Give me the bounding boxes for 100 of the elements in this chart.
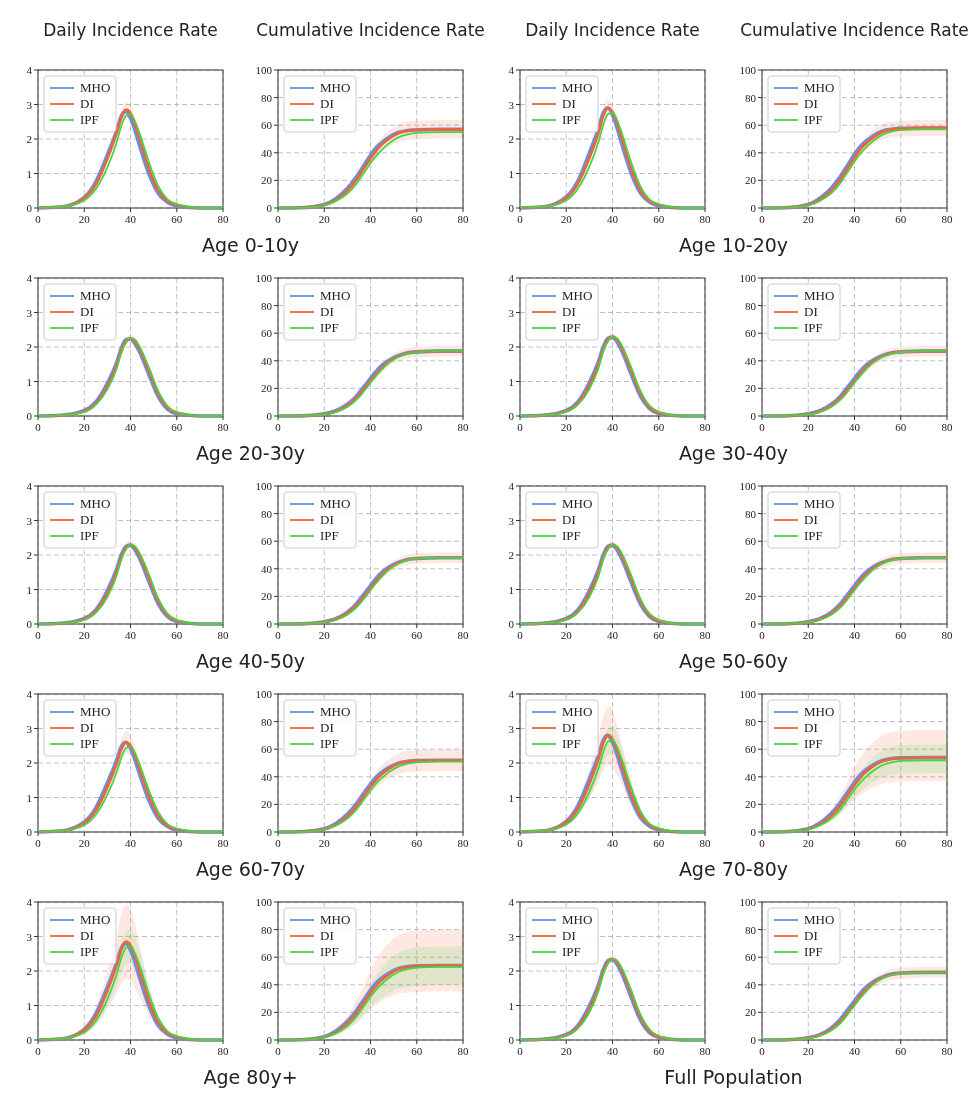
legend-label: MHO (320, 496, 351, 511)
y-tick-label: 100 (739, 896, 757, 908)
y-tick-label: 3 (508, 930, 515, 943)
x-tick-label: 40 (125, 629, 137, 641)
legend-label: DI (562, 96, 576, 111)
x-tick-label: 60 (411, 629, 423, 641)
y-tick-label: 0 (750, 1034, 757, 1046)
x-tick-label: 40 (849, 421, 861, 433)
y-tick-label: 80 (745, 715, 757, 728)
x-tick-label: 40 (849, 1045, 861, 1057)
legend-label: IPF (80, 736, 99, 751)
y-tick-label: 100 (739, 272, 757, 284)
y-tick-label: 40 (261, 562, 273, 575)
y-tick-label: 4 (26, 480, 33, 492)
x-tick-label: 40 (125, 837, 137, 849)
x-tick-label: 0 (517, 1045, 524, 1057)
y-tick-label: 3 (26, 98, 33, 111)
y-tick-label: 0 (266, 618, 273, 630)
x-tick-label: 80 (699, 421, 711, 433)
x-tick-label: 0 (275, 213, 282, 225)
y-tick-label: 2 (508, 341, 514, 353)
text: Age 0-10y (201, 234, 300, 256)
legend-label: IPF (562, 944, 581, 959)
x-tick-label: 80 (699, 629, 711, 641)
x-tick-label: 20 (78, 421, 91, 433)
legend-label: DI (804, 304, 818, 319)
x-tick-label: 20 (802, 629, 815, 641)
x-tick-label: 0 (275, 421, 282, 433)
x-tick-label: 20 (560, 837, 573, 849)
y-tick-label: 80 (745, 507, 757, 520)
y-tick-label: 0 (26, 202, 33, 214)
y-tick-label: 1 (26, 375, 32, 388)
x-tick-label: 80 (217, 1045, 229, 1057)
y-tick-label: 3 (26, 722, 33, 735)
legend-label: DI (804, 96, 818, 111)
x-tick-label: 20 (318, 629, 331, 641)
y-tick-label: 3 (26, 930, 33, 943)
y-tick-label: 40 (261, 354, 273, 367)
y-tick-label: 100 (255, 688, 273, 700)
y-tick-label: 0 (508, 410, 515, 422)
legend-label: MHO (804, 288, 835, 303)
x-tick-label: 60 (411, 837, 423, 849)
chart-title: Cumulative Incidence Rate (256, 20, 485, 40)
legend-label: MHO (320, 704, 351, 719)
y-tick-label: 40 (745, 354, 757, 367)
y-tick-label: 2 (508, 133, 514, 145)
x-tick-label: 40 (607, 629, 619, 641)
y-tick-label: 0 (508, 202, 515, 214)
y-tick-label: 0 (266, 1034, 273, 1046)
y-tick-label: 100 (739, 64, 757, 76)
y-tick-label: 1 (508, 791, 514, 804)
x-tick-label: 0 (35, 213, 42, 225)
legend-label: IPF (320, 736, 339, 751)
y-tick-label: 0 (508, 1034, 515, 1046)
x-tick-label: 80 (941, 1045, 953, 1057)
y-tick-label: 40 (261, 146, 273, 159)
x-tick-label: 60 (411, 421, 423, 433)
x-tick-label: 0 (759, 1045, 766, 1057)
y-tick-label: 2 (508, 965, 514, 977)
chart-title: Daily Incidence Rate (525, 20, 700, 40)
x-tick-label: 80 (699, 1045, 711, 1057)
y-tick-label: 0 (750, 410, 757, 422)
x-tick-label: 60 (171, 213, 183, 225)
y-tick-label: 3 (508, 306, 515, 319)
y-tick-label: 0 (26, 410, 33, 422)
x-tick-label: 20 (560, 421, 573, 433)
legend-label: IPF (320, 112, 339, 127)
x-tick-label: 80 (457, 629, 469, 641)
x-tick-label: 0 (759, 837, 766, 849)
legend-label: IPF (562, 528, 581, 543)
x-tick-label: 80 (941, 421, 953, 433)
y-tick-label: 80 (745, 923, 757, 936)
y-tick-label: 3 (26, 306, 33, 319)
x-tick-label: 0 (275, 629, 282, 641)
y-tick-label: 40 (745, 562, 757, 575)
legend-label: DI (320, 720, 334, 735)
legend-label: MHO (80, 496, 111, 511)
x-tick-label: 40 (849, 629, 861, 641)
y-tick-label: 60 (261, 535, 273, 548)
x-tick-label: 0 (517, 421, 524, 433)
x-tick-label: 0 (517, 629, 524, 641)
legend-label: DI (562, 304, 576, 319)
legend-label: MHO (562, 496, 593, 511)
x-tick-label: 60 (895, 837, 907, 849)
legend-label: MHO (320, 80, 351, 95)
y-tick-label: 0 (26, 618, 33, 630)
legend-label: IPF (80, 112, 99, 127)
chart-title: Daily Incidence Rate (43, 20, 218, 40)
x-tick-label: 40 (365, 213, 377, 225)
y-tick-label: 0 (26, 826, 33, 838)
y-tick-label: 1 (508, 583, 514, 596)
x-tick-label: 60 (171, 629, 183, 641)
x-tick-label: 40 (125, 1045, 137, 1057)
y-tick-label: 60 (261, 743, 273, 756)
y-tick-label: 80 (745, 91, 757, 104)
legend-label: MHO (320, 288, 351, 303)
y-tick-label: 20 (261, 1006, 273, 1019)
y-tick-label: 0 (266, 202, 273, 214)
y-tick-label: 1 (508, 167, 514, 180)
legend-label: IPF (804, 112, 823, 127)
